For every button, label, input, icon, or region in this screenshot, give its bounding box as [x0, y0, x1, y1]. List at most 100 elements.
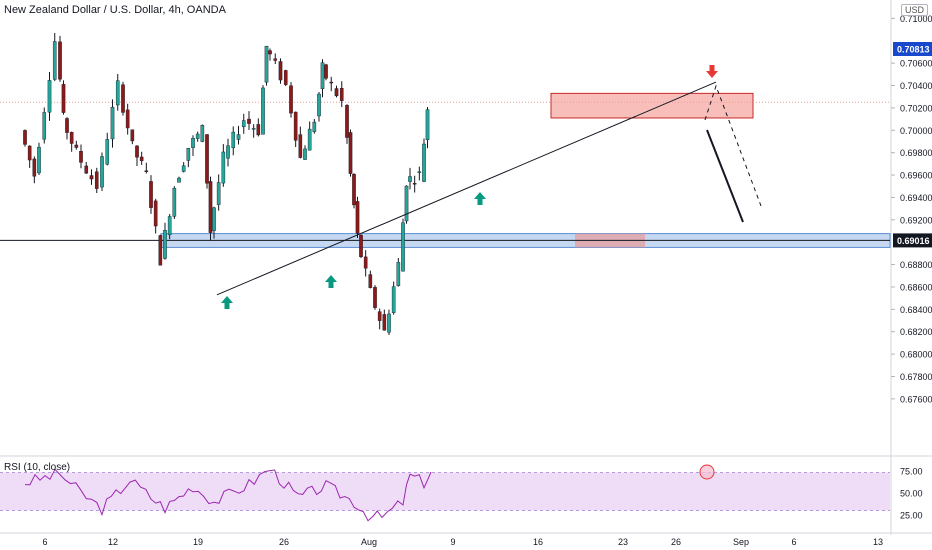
candle-body — [89, 175, 94, 180]
up-arrow-icon — [325, 275, 337, 288]
price-tick-label: 0.67800 — [900, 372, 932, 382]
candle-body — [163, 230, 167, 259]
candle-body — [61, 84, 66, 113]
candle-body — [289, 85, 293, 114]
projection-solid — [706, 129, 744, 223]
price-tick-label: 0.68200 — [900, 327, 932, 337]
candle-body — [363, 256, 368, 269]
resistance-zone — [550, 92, 754, 119]
candle-body — [125, 109, 130, 129]
candle-body — [121, 84, 125, 113]
candle-body — [241, 120, 246, 128]
candle-body — [307, 128, 312, 151]
candle-body — [115, 80, 120, 106]
price-tick-label: 0.68800 — [900, 260, 932, 270]
candle-body — [298, 134, 303, 158]
candle-body — [422, 143, 426, 182]
time-tick-label: Aug — [361, 537, 377, 547]
price-tick-label: 0.68600 — [900, 282, 932, 292]
rsi-highlight-circle — [699, 464, 715, 480]
candle-body — [264, 45, 269, 83]
candle-body — [236, 134, 241, 140]
candle-body — [195, 133, 200, 139]
up-arrow-icon — [474, 192, 486, 205]
rsi-line — [24, 468, 432, 522]
time-tick-label: 19 — [193, 537, 203, 547]
time-tick-label: 9 — [450, 537, 455, 547]
candle-body — [377, 311, 382, 321]
candle-body — [355, 201, 360, 234]
price-tick-label: 0.69600 — [900, 171, 932, 181]
price-tick-label: 0.71000 — [900, 14, 932, 24]
candle-body — [247, 118, 251, 124]
candle-body — [256, 124, 261, 136]
price-tick-label: 0.69800 — [900, 148, 932, 158]
candle-body — [293, 111, 298, 141]
candle-body — [69, 132, 74, 144]
candle-body — [52, 41, 57, 80]
candle-body — [74, 144, 79, 148]
candle-body — [130, 129, 135, 142]
price-tick-label: 0.69400 — [900, 193, 932, 203]
rsi-tick-label: 75.00 — [900, 467, 923, 477]
candle-body — [404, 185, 409, 222]
candle-body — [312, 121, 317, 132]
time-tick-label: 6 — [791, 537, 796, 547]
support-price-tag-bg — [893, 233, 932, 248]
candle-body — [144, 170, 149, 172]
time-tick-label: Sep — [733, 537, 749, 547]
candle-body — [278, 61, 283, 81]
candle-body — [27, 145, 32, 161]
candle-body — [339, 88, 344, 101]
candle-body — [139, 156, 144, 161]
down-arrow-icon — [706, 65, 718, 78]
candle-body — [352, 174, 356, 206]
time-tick-label: 12 — [108, 537, 118, 547]
candle-body — [382, 314, 387, 331]
price-tick-label: 0.69200 — [900, 215, 932, 225]
candle-body — [94, 171, 99, 189]
candle-body — [396, 262, 401, 286]
current-price-tag: 0.70813 — [897, 45, 930, 55]
candle-body — [329, 81, 334, 84]
candle-body — [273, 58, 278, 61]
candle-body — [205, 134, 209, 184]
rsi-tick-label: 50.00 — [900, 489, 923, 499]
price-tick-label: 0.67600 — [900, 394, 932, 404]
price-tick-label: 0.68400 — [900, 305, 932, 315]
candle-body — [65, 118, 69, 133]
support-price-tag: 0.69016 — [897, 236, 930, 246]
time-tick-label: 6 — [42, 537, 47, 547]
rsi-title: RSI (10, close) — [4, 462, 71, 473]
candle-body — [348, 132, 353, 174]
candle-body — [391, 286, 396, 313]
candle-body — [100, 156, 104, 188]
candle-body — [373, 287, 377, 308]
rsi-tick-label: 25.00 — [900, 510, 923, 520]
time-tick-label: 16 — [533, 537, 543, 547]
candle-body — [191, 138, 195, 148]
candle-body — [84, 165, 89, 174]
candle-body — [231, 131, 236, 149]
rsi-band — [0, 472, 890, 511]
price-tick-label: 0.70400 — [900, 81, 932, 91]
candle-body — [200, 124, 205, 142]
price-tick-label: 0.70200 — [900, 103, 932, 113]
price-tick-label: 0.68000 — [900, 350, 932, 360]
candle-body — [79, 151, 83, 163]
candle-body — [221, 151, 226, 184]
candle-body — [37, 146, 41, 174]
candle-body — [226, 145, 230, 159]
candle-body — [149, 181, 153, 208]
candle-body — [317, 93, 321, 117]
candle-body — [261, 87, 265, 135]
candle-body — [47, 80, 52, 113]
price-tick-label: 0.70000 — [900, 126, 932, 136]
candle-body — [417, 171, 422, 173]
trendline — [216, 81, 717, 296]
candle-body — [110, 106, 115, 140]
candle-body — [425, 109, 430, 140]
candle-body — [208, 181, 213, 233]
